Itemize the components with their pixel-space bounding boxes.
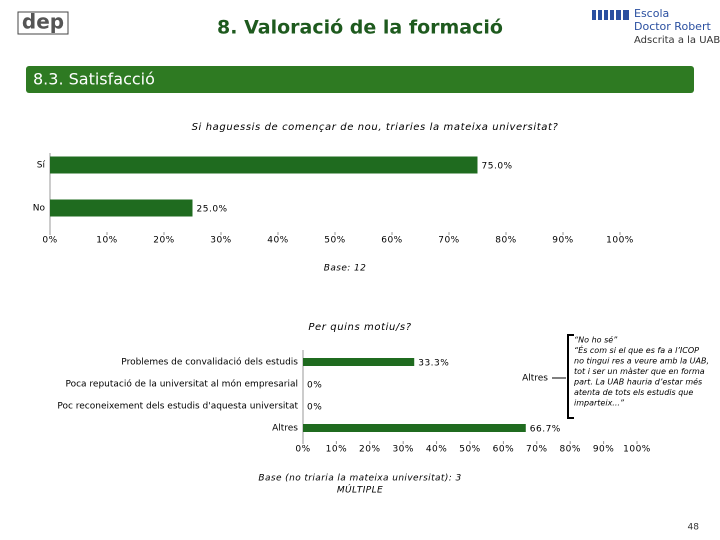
value-label: 0% [307, 403, 322, 413]
footnote: Base: 12 [324, 264, 366, 274]
bar [303, 424, 526, 432]
x-tick-label: 20% [359, 445, 381, 455]
x-tick-label: 10% [96, 236, 118, 246]
logo-right-line: Adscrita a la UAB [634, 35, 720, 46]
x-tick-label: 10% [326, 445, 348, 455]
annotation-text: imparteix...” [574, 399, 625, 408]
bar [303, 358, 415, 366]
x-tick-label: 40% [267, 236, 289, 246]
bar [50, 199, 193, 217]
y-tick-label: Altres [272, 424, 298, 434]
x-tick-label: 0% [295, 445, 310, 455]
x-tick-label: 20% [153, 236, 175, 246]
chart-title: Per quins motiu/s? [308, 322, 411, 333]
x-tick-label: 40% [426, 445, 448, 455]
page-title: 8. Valoració de la formació [217, 17, 503, 39]
y-tick-label: Poca reputació de la universitat al món … [65, 379, 298, 390]
annotation-text: no tingui res a veure amb la UAB, [574, 357, 709, 366]
x-tick-label: 70% [438, 236, 460, 246]
annotation-text: “No ho sé” [574, 335, 618, 345]
x-tick-label: 70% [526, 445, 548, 455]
x-tick-label: 0% [42, 236, 57, 246]
value-label: 75.0% [482, 162, 513, 172]
logo-right-line: Escola [634, 7, 669, 20]
value-label: 0% [307, 381, 322, 391]
annotation-text: part. La UAB hauria d’estar més [573, 377, 702, 387]
y-tick-label: Problemes de convalidació dels estudis [121, 357, 298, 368]
section-bar [26, 66, 694, 93]
annotation-text: tot i ser un màster que en forma [574, 367, 705, 376]
x-tick-label: 80% [559, 445, 581, 455]
value-label: 33.3% [418, 359, 449, 369]
footnote: Base (no triaria la mateixa universitat)… [258, 474, 461, 484]
value-label: 25.0% [197, 205, 228, 215]
chart-title: Si haguessis de començar de nou, triarie… [192, 122, 559, 133]
x-tick-label: 50% [324, 236, 346, 246]
x-tick-label: 60% [381, 236, 403, 246]
bar [50, 156, 478, 174]
annotation-text: “És com si el que es fa a l’ICOP [574, 344, 699, 355]
value-label: 66.7% [530, 425, 561, 435]
y-tick-label: No [33, 204, 46, 214]
x-tick-label: 30% [392, 445, 414, 455]
x-tick-label: 90% [552, 236, 574, 246]
x-tick-label: 60% [493, 445, 515, 455]
x-tick-label: 100% [606, 236, 634, 246]
x-tick-label: 30% [210, 236, 232, 246]
logo-box [17, 11, 69, 35]
annotation-label: Altres [522, 374, 548, 384]
page-number: 48 [688, 523, 700, 533]
logo-bars [592, 10, 629, 20]
y-tick-label: Poc reconeixement dels estudis d'aquesta… [57, 402, 298, 412]
footnote: MÚLTIPLE [337, 484, 383, 496]
annotation-text: atenta de tots els estudis que [574, 388, 693, 397]
x-tick-label: 100% [623, 445, 651, 455]
logo-left: dep [22, 10, 64, 34]
x-tick-label: 80% [495, 236, 517, 246]
x-tick-label: 50% [459, 445, 481, 455]
annotation-bracket [567, 334, 574, 419]
x-tick-label: 90% [593, 445, 615, 455]
y-tick-label: Sí [37, 161, 46, 171]
section-title: 8.3. Satisfacció [33, 70, 155, 89]
logo-right-line: Doctor Robert [634, 20, 711, 33]
